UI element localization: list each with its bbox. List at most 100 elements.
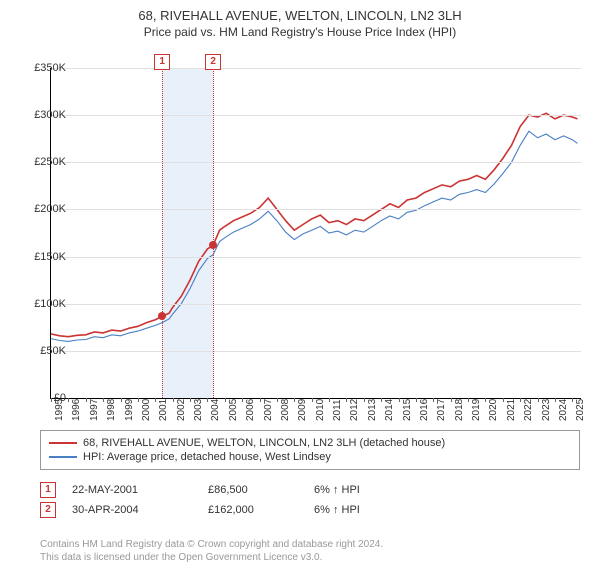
x-axis-label: 2003 <box>193 399 204 421</box>
chart-subtitle: Price paid vs. HM Land Registry's House … <box>0 25 600 39</box>
gridline <box>51 68 581 69</box>
transaction-row: 2 30-APR-2004 £162,000 6% ↑ HPI <box>40 502 580 518</box>
gridline <box>51 209 581 210</box>
legend-label: 68, RIVEHALL AVENUE, WELTON, LINCOLN, LN… <box>83 437 445 449</box>
x-tick <box>121 398 122 402</box>
x-tick <box>68 398 69 402</box>
x-tick <box>103 398 104 402</box>
legend-label: HPI: Average price, detached house, West… <box>83 451 331 463</box>
transaction-pct: 6% ↑ HPI <box>314 484 414 496</box>
y-axis-label: £50K <box>40 345 66 357</box>
x-axis-label: 2020 <box>488 399 499 421</box>
y-axis-label: £100K <box>34 298 66 310</box>
plot-area: 1995199619971998199920002001200220032004… <box>50 68 581 399</box>
marker-line <box>162 68 164 398</box>
gridline <box>51 162 581 163</box>
x-tick <box>399 398 400 402</box>
x-tick <box>485 398 486 402</box>
x-tick <box>190 398 191 402</box>
x-axis-label: 2015 <box>402 399 413 421</box>
gridline <box>51 257 581 258</box>
x-tick <box>346 398 347 402</box>
legend-swatch <box>49 442 77 444</box>
footer-attribution: Contains HM Land Registry data © Crown c… <box>40 538 383 564</box>
x-tick <box>173 398 174 402</box>
y-axis-label: £200K <box>34 203 66 215</box>
x-tick <box>329 398 330 402</box>
x-axis-label: 2011 <box>332 399 343 421</box>
x-axis-label: 2019 <box>471 399 482 421</box>
x-tick <box>538 398 539 402</box>
x-axis-label: 2013 <box>367 399 378 421</box>
marker-dot <box>209 241 217 249</box>
footer-line2: This data is licensed under the Open Gov… <box>40 552 322 563</box>
x-axis-label: 2007 <box>263 399 274 421</box>
transaction-badge: 2 <box>40 502 56 518</box>
transaction-row: 122-MAY-2001£86,5006% ↑ HPI <box>40 482 580 498</box>
legend-swatch <box>49 456 77 458</box>
x-axis-label: 2025 <box>575 399 586 421</box>
x-axis-label: 2023 <box>541 399 552 421</box>
transaction-pct: 6% ↑ HPI <box>314 504 414 516</box>
y-axis-label: £150K <box>34 251 66 263</box>
x-axis-label: 2012 <box>349 399 360 421</box>
x-axis-label: 2022 <box>523 399 534 421</box>
transaction-price: £86,500 <box>208 484 298 496</box>
legend-box: 68, RIVEHALL AVENUE, WELTON, LINCOLN, LN… <box>40 430 580 470</box>
x-tick <box>277 398 278 402</box>
x-axis-label: 2009 <box>297 399 308 421</box>
x-axis-label: 2004 <box>210 399 221 421</box>
marker-badge: 1 <box>154 54 170 70</box>
legend-item: 68, RIVEHALL AVENUE, WELTON, LINCOLN, LN… <box>49 437 571 449</box>
x-axis-label: 1998 <box>106 399 117 421</box>
marker-badge: 2 <box>205 54 221 70</box>
x-axis-label: 2010 <box>315 399 326 421</box>
x-axis-label: 1996 <box>71 399 82 421</box>
x-tick <box>242 398 243 402</box>
x-axis-label: 2006 <box>245 399 256 421</box>
x-tick <box>503 398 504 402</box>
x-tick <box>312 398 313 402</box>
x-tick <box>364 398 365 402</box>
x-tick <box>555 398 556 402</box>
x-axis-label: 2014 <box>384 399 395 421</box>
x-axis-label: 2021 <box>506 399 517 421</box>
gridline <box>51 304 581 305</box>
transaction-date: 30-APR-2004 <box>72 504 192 516</box>
transaction-badge: 1 <box>40 482 56 498</box>
y-axis-label: £0 <box>54 392 66 404</box>
x-axis-label: 2005 <box>228 399 239 421</box>
gridline <box>51 115 581 116</box>
x-tick <box>381 398 382 402</box>
transactions-table: 122-MAY-2001£86,5006% ↑ HPI230-APR-2004£… <box>40 478 580 522</box>
x-axis-label: 2001 <box>158 399 169 421</box>
legend-item: HPI: Average price, detached house, West… <box>49 451 571 463</box>
chart-title: 68, RIVEHALL AVENUE, WELTON, LINCOLN, LN… <box>0 8 600 23</box>
x-tick <box>225 398 226 402</box>
x-tick <box>451 398 452 402</box>
x-tick <box>51 398 52 402</box>
y-axis-label: £250K <box>34 156 66 168</box>
chart-container: 68, RIVEHALL AVENUE, WELTON, LINCOLN, LN… <box>0 8 600 568</box>
x-tick <box>155 398 156 402</box>
x-tick <box>138 398 139 402</box>
x-axis-label: 2018 <box>454 399 465 421</box>
x-axis-label: 2024 <box>558 399 569 421</box>
gridline <box>51 351 581 352</box>
y-axis-label: £350K <box>34 62 66 74</box>
chart-svg <box>51 68 581 398</box>
x-tick <box>207 398 208 402</box>
x-tick <box>260 398 261 402</box>
x-tick <box>416 398 417 402</box>
x-tick <box>86 398 87 402</box>
x-axis-label: 2000 <box>141 399 152 421</box>
marker-dot <box>158 312 166 320</box>
x-tick <box>572 398 573 402</box>
x-axis-label: 2016 <box>419 399 430 421</box>
x-axis-label: 1999 <box>124 399 135 421</box>
x-axis-label: 2002 <box>176 399 187 421</box>
transaction-price: £162,000 <box>208 504 298 516</box>
x-tick <box>433 398 434 402</box>
x-axis-label: 1997 <box>89 399 100 421</box>
x-axis-label: 2008 <box>280 399 291 421</box>
